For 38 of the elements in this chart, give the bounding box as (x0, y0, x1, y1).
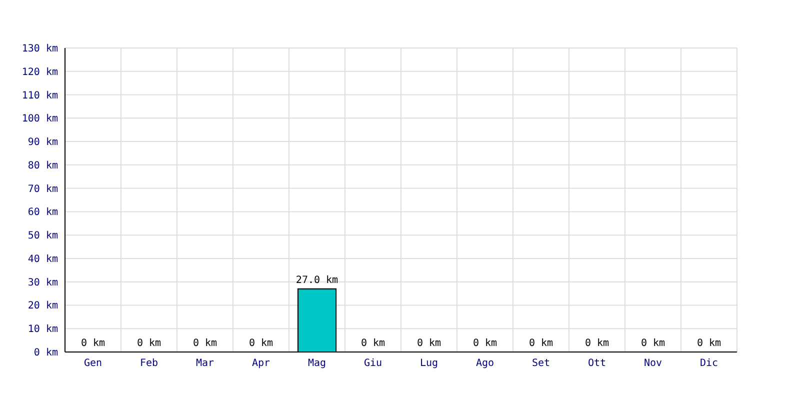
y-tick-label: 30 km (28, 277, 58, 288)
y-tick-label: 120 km (22, 66, 58, 78)
data-label: 27.0 km (296, 274, 338, 286)
y-tick-label: 90 km (28, 137, 58, 148)
y-tick-label: 0 km (34, 348, 58, 358)
y-tick-label: 100 km (22, 114, 58, 125)
x-tick-label: Gen (84, 358, 102, 369)
y-tick-label: 50 km (28, 230, 58, 242)
data-label: 0 km (248, 338, 274, 349)
y-tick-label: 40 km (28, 254, 58, 265)
x-tick-label: Ott (588, 358, 606, 369)
data-label: 0 km (472, 338, 498, 349)
x-tick-label: Apr (252, 358, 270, 369)
data-label: 0 km (360, 338, 386, 349)
x-tick-label: Nov (644, 358, 662, 369)
x-tick-label: Giu (364, 358, 382, 369)
data-label: 0 km (80, 338, 106, 349)
data-label: 0 km (584, 338, 610, 349)
y-tick-label: 10 km (28, 324, 58, 336)
x-tick-label: Set (532, 358, 550, 369)
y-tick-label: 110 km (22, 90, 58, 102)
x-tick-label: Mag (308, 358, 326, 369)
data-label: 0 km (136, 338, 162, 349)
y-tick-label: 70 km (28, 184, 58, 195)
y-tick-label: 80 km (28, 160, 58, 172)
x-tick-label: Ago (476, 358, 494, 369)
x-tick-label: Feb (140, 358, 158, 369)
y-tick-label: 20 km (28, 300, 58, 312)
data-label: 0 km (528, 338, 554, 349)
y-tick-label: 130 km (22, 44, 58, 54)
x-tick-label: Mar (196, 358, 214, 369)
y-tick-label: 60 km (28, 207, 58, 218)
data-label: 0 km (192, 338, 218, 349)
data-label: 0 km (696, 338, 722, 349)
x-tick-label: Lug (420, 358, 438, 369)
x-tick-label: Dic (700, 358, 718, 369)
data-label: 0 km (416, 338, 442, 349)
data-label: 0 km (640, 338, 666, 349)
